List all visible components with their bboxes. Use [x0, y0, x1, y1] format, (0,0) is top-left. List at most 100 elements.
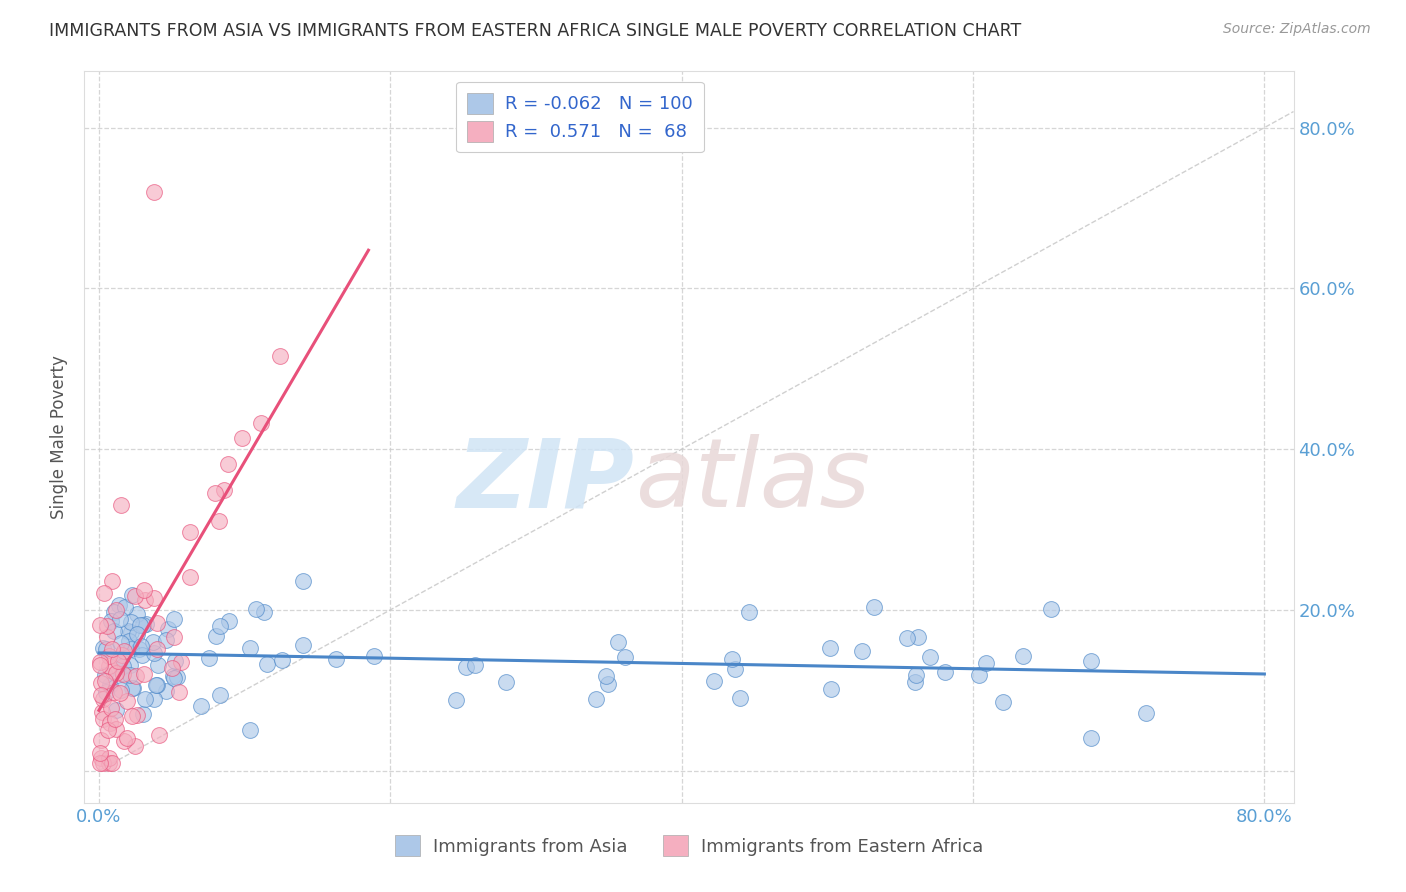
Point: [730, 690, 752, 705]
Point: [103, 605, 125, 619]
Point: [112, 666, 135, 681]
Point: [104, 713, 127, 727]
Point: [163, 654, 186, 668]
Point: [132, 618, 155, 632]
Text: IMMIGRANTS FROM ASIA VS IMMIGRANTS FROM EASTERN AFRICA SINGLE MALE POVERTY CORRE: IMMIGRANTS FROM ASIA VS IMMIGRANTS FROM …: [49, 22, 1022, 40]
Point: [269, 349, 291, 363]
Point: [111, 666, 134, 681]
Point: [464, 657, 486, 672]
Point: [91, 705, 114, 719]
Point: [134, 692, 156, 706]
Point: [89, 618, 111, 632]
Point: [613, 650, 636, 665]
Point: [94, 685, 117, 699]
Point: [120, 615, 142, 629]
Point: [120, 657, 142, 672]
Point: [110, 686, 132, 700]
Point: [124, 668, 146, 682]
Point: [108, 656, 131, 670]
Point: [155, 684, 177, 698]
Point: [97, 751, 120, 765]
Point: [121, 681, 143, 696]
Point: [1135, 706, 1157, 721]
Point: [1040, 602, 1063, 616]
Point: [103, 624, 125, 639]
Point: [104, 603, 127, 617]
Point: [820, 640, 842, 655]
Point: [208, 514, 231, 528]
Point: [231, 431, 253, 445]
Point: [142, 591, 165, 606]
Point: [143, 646, 166, 660]
Point: [115, 694, 138, 708]
Point: [495, 675, 517, 690]
Point: [100, 700, 122, 714]
Point: [104, 703, 127, 717]
Point: [94, 673, 117, 688]
Text: atlas: atlas: [634, 434, 869, 527]
Point: [124, 590, 146, 604]
Point: [117, 634, 139, 648]
Point: [98, 659, 121, 673]
Point: [127, 627, 149, 641]
Point: [907, 630, 929, 644]
Point: [239, 640, 262, 655]
Point: [120, 667, 142, 681]
Point: [117, 624, 139, 639]
Point: [91, 641, 114, 656]
Point: [905, 668, 928, 682]
Point: [1080, 731, 1102, 746]
Point: [208, 688, 231, 702]
Point: [738, 605, 761, 619]
Point: [179, 524, 201, 539]
Point: [124, 739, 146, 754]
Point: [89, 747, 111, 761]
Point: [198, 650, 221, 665]
Point: [103, 685, 125, 699]
Point: [157, 622, 180, 636]
Point: [145, 678, 167, 692]
Point: [93, 586, 115, 600]
Point: [96, 619, 118, 633]
Point: [155, 632, 177, 647]
Point: [108, 612, 131, 626]
Point: [454, 660, 477, 674]
Point: [585, 692, 607, 706]
Point: [134, 583, 156, 598]
Point: [105, 666, 128, 681]
Point: [217, 457, 239, 471]
Point: [271, 652, 294, 666]
Point: [101, 664, 124, 678]
Point: [89, 756, 111, 770]
Point: [120, 624, 142, 639]
Point: [112, 734, 135, 748]
Point: [128, 642, 150, 657]
Point: [96, 642, 118, 657]
Point: [129, 640, 152, 654]
Point: [112, 644, 135, 658]
Point: [132, 706, 155, 721]
Point: [851, 644, 873, 658]
Point: [97, 756, 120, 770]
Point: [90, 676, 112, 690]
Point: [100, 615, 122, 629]
Point: [325, 652, 347, 666]
Point: [190, 699, 212, 714]
Point: [135, 617, 157, 632]
Point: [253, 605, 276, 619]
Point: [146, 615, 169, 630]
Point: [918, 650, 941, 665]
Point: [724, 662, 747, 676]
Point: [160, 661, 183, 675]
Point: [209, 618, 232, 632]
Point: [166, 671, 188, 685]
Point: [163, 671, 186, 685]
Point: [146, 678, 169, 692]
Point: [162, 612, 184, 626]
Point: [162, 669, 184, 683]
Point: [143, 185, 166, 199]
Point: [863, 600, 886, 615]
Point: [91, 692, 114, 706]
Point: [205, 629, 228, 643]
Point: [820, 681, 842, 696]
